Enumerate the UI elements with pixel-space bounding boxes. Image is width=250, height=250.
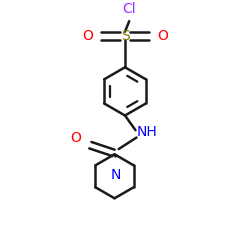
Text: O: O: [157, 29, 168, 43]
Text: O: O: [70, 130, 81, 144]
Text: N: N: [110, 168, 121, 182]
Text: S: S: [121, 29, 130, 43]
Text: NH: NH: [137, 125, 158, 139]
Text: Cl: Cl: [122, 2, 136, 16]
Text: O: O: [82, 29, 93, 43]
